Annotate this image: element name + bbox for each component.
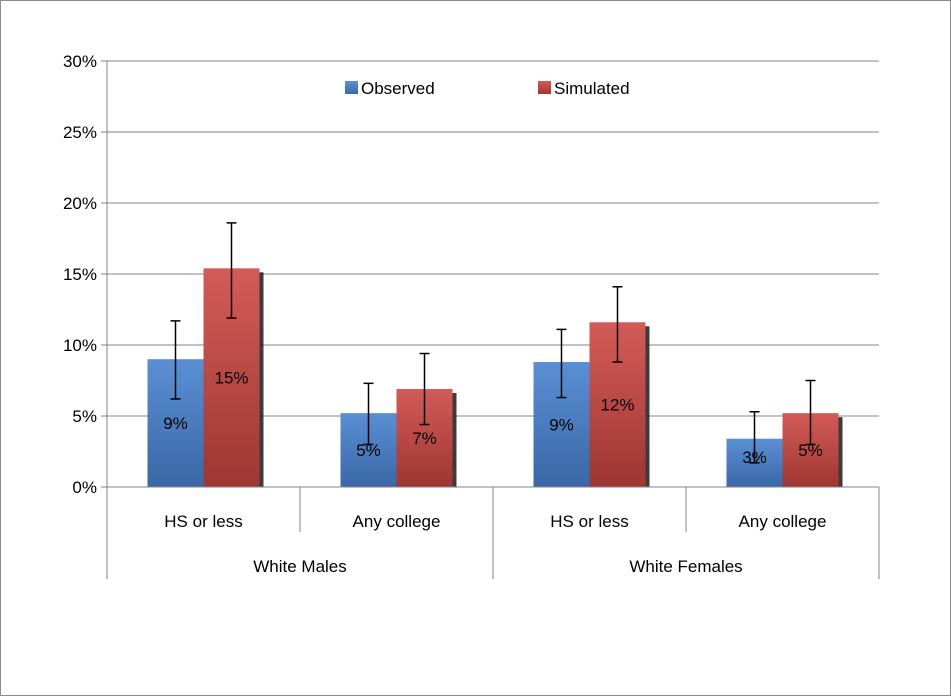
x-axis: HS or less Any college HS or less Any colle… bbox=[106, 486, 880, 579]
x-group-label: White Males bbox=[253, 557, 347, 576]
legend-label-simulated: Simulated bbox=[554, 79, 630, 98]
y-tick-label: 20% bbox=[63, 194, 97, 213]
data-label: 9% bbox=[163, 414, 188, 433]
x-category-label: Any college bbox=[739, 512, 827, 531]
bars bbox=[147, 268, 843, 487]
x-category-label: Any college bbox=[353, 512, 441, 531]
y-tick-label: 10% bbox=[63, 336, 97, 355]
x-category-label: HS or less bbox=[550, 512, 628, 531]
y-tick-label: 0% bbox=[72, 478, 97, 497]
y-tick-label: 15% bbox=[63, 265, 97, 284]
x-group-label: White Females bbox=[629, 557, 742, 576]
data-label: 12% bbox=[600, 396, 634, 415]
legend-swatch-simulated bbox=[538, 81, 551, 94]
data-label: 3% bbox=[742, 448, 767, 467]
y-tick-label: 5% bbox=[72, 407, 97, 426]
error-bars bbox=[170, 222, 816, 464]
data-label: 15% bbox=[214, 369, 248, 388]
x-category-label: HS or less bbox=[164, 512, 242, 531]
bar-labels: 9% 15% 5% 7% 9% 12% 3% 5% bbox=[163, 369, 823, 467]
data-label: 5% bbox=[798, 441, 823, 460]
legend-label-observed: Observed bbox=[361, 79, 435, 98]
y-axis: 0% 5% 10% 15% 20% 25% 30% bbox=[63, 52, 108, 497]
data-label: 7% bbox=[412, 429, 437, 448]
data-label: 5% bbox=[356, 441, 381, 460]
legend: Observed Simulated bbox=[345, 79, 630, 98]
y-tick-label: 25% bbox=[63, 123, 97, 142]
legend-swatch-observed bbox=[345, 81, 358, 94]
y-tick-label: 30% bbox=[63, 52, 97, 71]
data-label: 9% bbox=[549, 416, 574, 435]
